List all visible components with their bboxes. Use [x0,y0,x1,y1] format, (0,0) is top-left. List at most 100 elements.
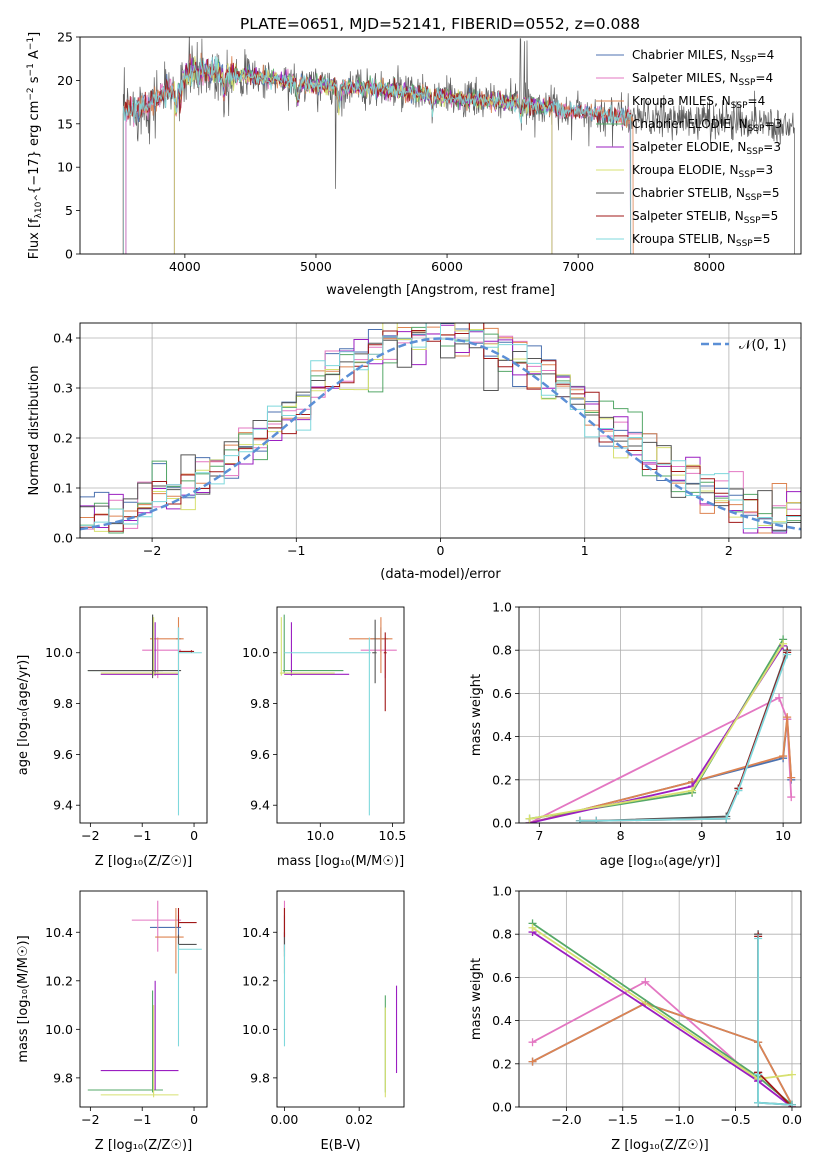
y-tick-label: 9.6 [250,747,270,762]
legend-label: Chabrier MILES, NSSP=4 [632,48,774,65]
legend-label: Chabrier STELIB, NSSP=5 [632,186,780,203]
plot-area-mass_vs_Z [87,900,202,1098]
y-tick-label: 9.8 [53,1070,73,1085]
y-tick-label: 10.2 [45,973,73,988]
y-tick-label: 9.8 [250,1070,270,1085]
y-tick-label: 10.0 [242,1022,270,1037]
y-tick-label: 5 [65,203,73,218]
y-tick-label: 0.8 [492,643,512,658]
legend-label: Chabrier ELODIE, NSSP=3 [632,117,782,134]
y-tick-label: 0.1 [53,481,73,496]
y-tick-label: 25 [57,30,73,45]
weight-marker [641,977,650,986]
x-tick-label: −0.5 [720,1112,750,1127]
weight-line-kroupa-miles [529,717,793,823]
legend-n-sub: SSP [739,78,756,88]
plot-area-massweight_vs_Z [528,919,796,1107]
legend-n-prefix: , N [714,94,731,108]
x-tick-label: 10.5 [379,828,407,843]
weight-marker [775,693,784,702]
y-tick-label: 9.4 [250,798,270,813]
legend-n-sub: SSP [736,239,753,249]
figure-title: PLATE=0651, MJD=52141, FIBERID=0552, z=0… [240,15,640,33]
legend-n-value: =5 [761,209,779,223]
x-tick-label: 7 [535,828,543,843]
label-part: s [27,76,42,87]
weight-line-chabrier-stelib [580,649,789,822]
x-tick-label: 10 [775,828,791,843]
x-axis-label: (data-model)/error [380,567,501,582]
legend-label: Kroupa MILES, NSSP=4 [632,94,765,111]
y-tick-label: 0.8 [492,927,512,942]
y-tick-label: 0.0 [492,816,512,831]
y-tick-label: 0.0 [53,531,73,546]
x-axis-label: Z [log₁₀(Z/Z☉)] [95,1138,192,1153]
weight-marker [754,1098,763,1107]
axes-frame [276,890,405,1108]
panel-age_vs_Z: −2 −1 0 9.4 9.6 9.8 10.0 Z [log₁₀(Z/Z☉)] age [lo… [16,606,208,869]
y-tick-label: 10.0 [242,645,270,660]
x-axis-label: wavelength [Angstrom, rest frame] [326,283,555,298]
legend-label: Kroupa STELIB, NSSP=5 [632,232,770,249]
x-tick-label: 10.0 [306,828,334,843]
y-axis-label: mass weight [469,958,484,1040]
y-axis-label: Normed distribution [27,366,42,496]
weight-marker [779,639,788,648]
legend-series-name: Salpeter ELODIE [632,140,730,154]
weight-marker [575,816,584,823]
x-tick-label: 0.0 [782,1112,802,1127]
legend-n-value: =3 [763,140,781,154]
x-tick-label: 8000 [693,259,725,274]
x-tick-label: −2 [143,543,161,558]
legend-n-value: =5 [762,186,780,200]
panel-massweight_vs_age: 7 8 9 10 0.0 0.2 0.4 0.6 0.8 1.0 age [log₁₀(age/yr… [469,600,802,869]
legend-n-prefix: , N [727,209,744,223]
x-axis-label: age [log₁₀(age/yr)] [600,854,721,869]
legend-series-name: Kroupa STELIB [632,232,719,246]
y-tick-label: 0.6 [492,970,512,985]
x-tick-label: 9 [698,828,706,843]
weight-marker [525,814,534,823]
x-tick-label: −2 [81,828,99,843]
y-tick-label: 9.4 [53,798,73,813]
x-axis-label: Z [log₁₀(Z/Z☉)] [95,854,192,869]
legend-n-sub: SSP [744,216,761,226]
legend-n-value: =3 [764,117,782,131]
legend-n-value: =5 [753,232,771,246]
y-tick-label: 10.4 [45,925,73,940]
x-tick-label: 0 [437,543,445,558]
legend-n-value: =4 [748,94,766,108]
legend-label: Salpeter ELODIE, NSSP=3 [632,140,781,157]
x-tick-label: 5000 [300,259,332,274]
panel-age_vs_mass: 10.0 10.5 9.4 9.6 9.8 10.0 mass [log₁₀(M/M☉)] [242,606,407,869]
weight-marker [592,816,601,823]
y-tick-label: 0.2 [492,772,512,787]
weight-marker [754,934,763,943]
weight-marker [783,713,792,722]
legend-n-sub: SSP [746,147,763,157]
legend-n-sub: SSP [739,170,756,180]
legend-n-prefix: , N [722,71,739,85]
x-tick-label: −2.0 [551,1112,581,1127]
axes-frame [518,606,802,824]
y-tick-label: 20 [57,73,73,88]
legend-n-prefix: , N [722,163,739,177]
legend-series-name: Salpeter MILES [632,71,722,85]
weight-marker [528,1038,537,1047]
panel-massweight_vs_Z: −2.0 −1.5 −1.0 −0.5 0.0 0.0 0.2 0.4 0.6 0.8 1.0 Z [… [469,884,802,1154]
y-axis-label: mass [log₁₀(M/M☉)] [16,935,31,1062]
x-tick-label: −2 [81,1112,99,1127]
legend-n-value: =4 [757,48,775,62]
legend-n-prefix: , N [728,186,745,200]
x-tick-label: 1 [581,543,589,558]
plot-area-massweight_vs_age [525,635,796,823]
y-tick-label: 15 [57,116,73,131]
histogram-kroupa-stelib [80,323,801,538]
weight-marker [783,650,792,659]
x-tick-label: −1.0 [664,1112,694,1127]
y-tick-label: 10 [57,160,73,175]
x-tick-label: 2 [725,543,733,558]
y-tick-label: 9.8 [250,696,270,711]
weight-marker [787,1070,796,1079]
